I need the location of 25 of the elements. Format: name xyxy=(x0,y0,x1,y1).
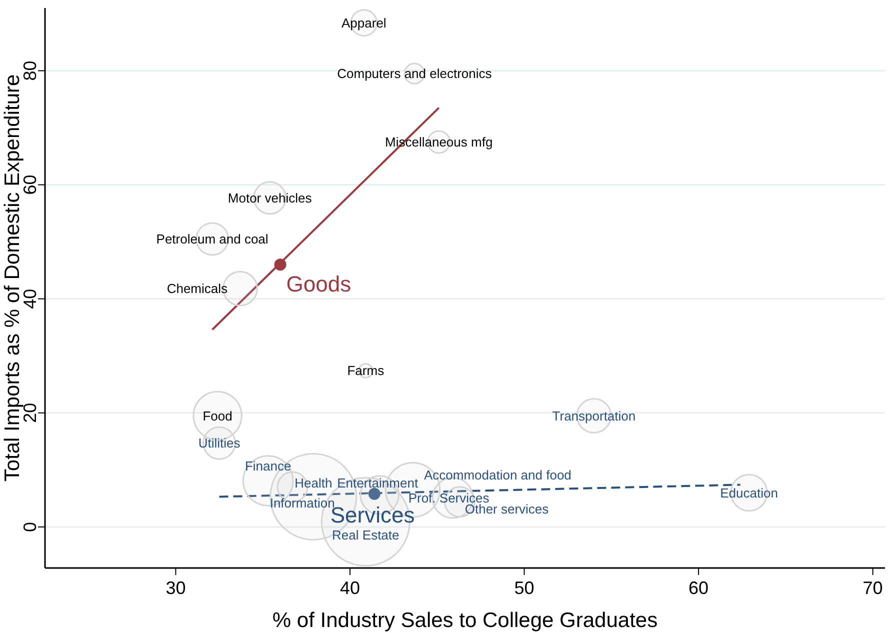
annotation: Computers and electronics xyxy=(337,66,492,82)
x-tick-label: 60 xyxy=(688,578,709,598)
annotation: Entertainment xyxy=(337,476,418,491)
annotation: Health xyxy=(294,476,332,491)
series-label: Goods xyxy=(286,271,352,296)
annotation: Apparel xyxy=(342,15,386,30)
x-tick-label: 70 xyxy=(862,578,883,598)
annotation: Prof. Services xyxy=(408,490,490,506)
annotation: Finance xyxy=(244,458,292,474)
x-axis-title: % of Industry Sales to College Graduates xyxy=(272,609,658,632)
annotation: Utilities xyxy=(198,436,241,451)
annotation: Motor vehicles xyxy=(228,190,312,206)
annotation: Chemicals xyxy=(166,281,228,296)
annotation: Accommodation and food xyxy=(424,467,572,482)
x-tick-label: 50 xyxy=(514,578,534,598)
y-tick-label: 0 xyxy=(20,522,40,532)
annotation: Real Estate xyxy=(332,527,400,542)
annotation: Food xyxy=(202,408,232,424)
annotation: Farms xyxy=(347,363,385,378)
x-tick-label: 30 xyxy=(166,578,186,598)
annotation: Petroleum and coal xyxy=(156,232,268,247)
annotation: Transportation xyxy=(552,408,636,424)
annotation: Education xyxy=(720,485,778,500)
series-label: Services xyxy=(330,502,415,528)
x-tick-label: 40 xyxy=(340,578,360,598)
